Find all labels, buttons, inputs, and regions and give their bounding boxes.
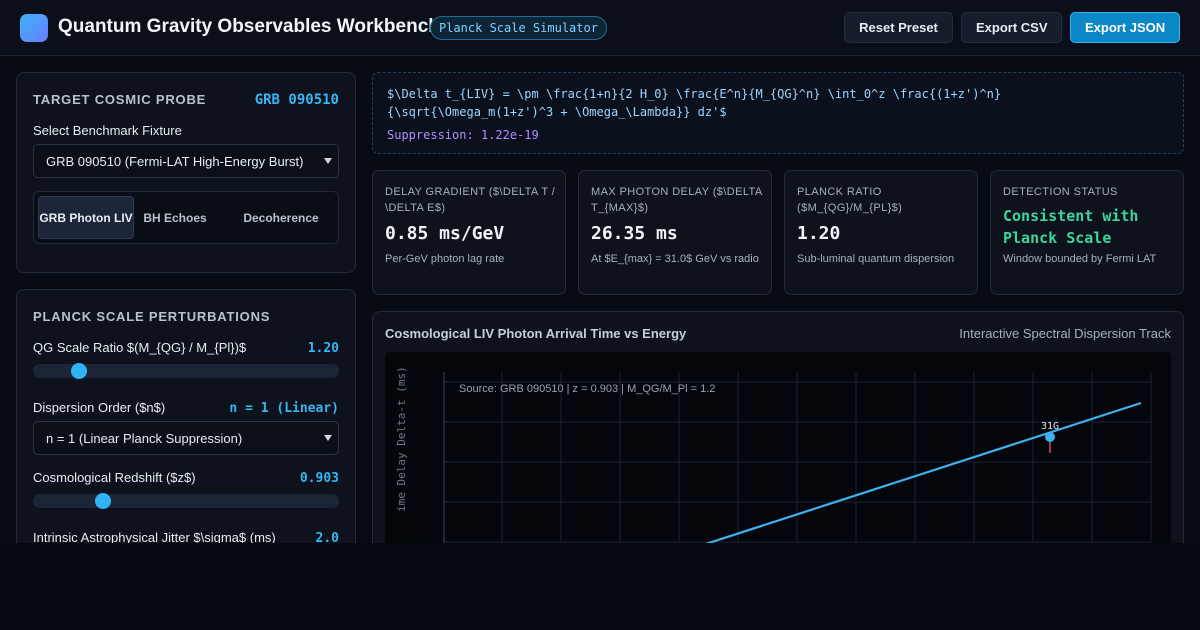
chevron-down-icon — [324, 158, 332, 164]
perturbations-title: PLANCK SCALE PERTURBATIONS — [33, 309, 271, 324]
top-bar: Quantum Gravity Observables Workbench Pl… — [0, 0, 1200, 56]
chart-panel: Cosmological LIV Photon Arrival Time vs … — [372, 311, 1184, 543]
dispersion-select[interactable]: n = 1 (Linear Planck Suppression) — [33, 421, 339, 455]
qg-ratio-slider-thumb[interactable] — [71, 363, 87, 379]
tab-bh-echoes[interactable]: BH Echoes — [143, 210, 207, 225]
jitter-value: 2.0 — [315, 531, 339, 543]
metric-value: 26.35 ms — [591, 223, 678, 244]
metric-value: 1.20 — [797, 223, 841, 244]
y-axis-label: ime Delay Delta-t (ms) — [395, 366, 408, 512]
suppression-label: Suppression: — [387, 128, 474, 142]
chart-subtitle: Interactive Spectral Dispersion Track — [959, 326, 1171, 341]
metric-label: DELAY GRADIENT ($\DELTA T / \DELTA E$) — [385, 186, 556, 214]
metric-label: MAX PHOTON DELAY ($\DELTA T_{MAX}$) — [591, 186, 762, 214]
chevron-down-icon — [324, 435, 332, 441]
fixture-select-value: GRB 090510 (Fermi-LAT High-Energy Burst) — [46, 154, 304, 169]
metric-sub: Per-GeV photon lag rate — [385, 253, 505, 265]
suppression-value: 1.22e-19 — [480, 128, 539, 142]
chart-title: Cosmological LIV Photon Arrival Time vs … — [385, 326, 687, 341]
dispersion-value: n = 1 (Linear) — [229, 401, 339, 416]
qg-ratio-label: QG Scale Ratio $(M_{QG} / M_{Pl})$ — [33, 340, 247, 355]
metric-sub: Sub-luminal quantum dispersion — [797, 253, 955, 265]
metric-sub: Window bounded by Fermi LAT — [1003, 253, 1157, 265]
export-csv-button[interactable]: Export CSV — [961, 12, 1062, 43]
tab-grb-photon-liv[interactable]: GRB Photon LIV — [38, 196, 134, 239]
reset-preset-button[interactable]: Reset Preset — [844, 12, 953, 43]
qg-ratio-value: 1.20 — [307, 341, 339, 356]
app-badge: Planck Scale Simulator — [430, 16, 607, 40]
delay-series-line — [705, 401, 1142, 543]
detection-status-value: Consistent with Planck Scale — [1003, 207, 1139, 247]
metric-value: 0.85 ms/GeV — [385, 223, 505, 244]
jitter-label: Intrinsic Astrophysical Jitter $\sigma$ … — [33, 530, 276, 543]
target-probe-panel: TARGET COSMIC PROBE GRB 090510 Select Be… — [16, 72, 356, 273]
fixture-label: Select Benchmark Fixture — [33, 123, 182, 138]
fixture-select[interactable]: GRB 090510 (Fermi-LAT High-Energy Burst) — [33, 144, 339, 178]
app-logo-icon — [20, 14, 48, 42]
chart-area[interactable]: Source: GRB 090510 | z = 0.903 | M_QG/M_… — [385, 352, 1171, 543]
tab-decoherence[interactable]: Decoherence — [243, 210, 319, 225]
redshift-label: Cosmological Redshift ($z$) — [33, 470, 196, 485]
app-viewport: Quantum Gravity Observables Workbench Pl… — [0, 0, 1200, 543]
metric-sub: At $E_{max} = 31.0$ GeV vs radio — [591, 253, 759, 265]
dispersion-chart[interactable]: Source: GRB 090510 | z = 0.903 | M_QG/M_… — [385, 352, 1171, 543]
dispersion-select-value: n = 1 (Linear Planck Suppression) — [46, 431, 243, 446]
highlight-point-label: 31G — [1041, 421, 1059, 432]
metric-label: PLANCK RATIO ($M_{QG}/M_{PL}$) — [797, 186, 903, 214]
chart-grid — [443, 372, 1152, 543]
dispersion-label: Dispersion Order ($n$) — [33, 400, 166, 415]
probe-mode-tabs: GRB Photon LIV BH Echoes Decoherence — [33, 191, 339, 244]
perturbations-panel: PLANCK SCALE PERTURBATIONS QG Scale Rati… — [16, 289, 356, 543]
redshift-value: 0.903 — [299, 471, 339, 486]
redshift-slider-thumb[interactable] — [95, 493, 111, 509]
metric-label: DETECTION STATUS — [1003, 186, 1118, 198]
export-json-button[interactable]: Export JSON — [1070, 12, 1180, 43]
metric-card-max-delay: MAX PHOTON DELAY ($\DELTA T_{MAX}$) 26.3… — [578, 170, 772, 295]
app-title: Quantum Gravity Observables Workbench — [58, 16, 440, 37]
qg-ratio-slider[interactable] — [33, 363, 339, 379]
redshift-slider[interactable] — [33, 493, 339, 509]
suppression-readout: Suppression: 1.22e-19 — [387, 128, 539, 142]
liv-formula: $\Delta t_{LIV} = \pm \frac{1+n}{2 H_0} … — [387, 87, 1002, 119]
highlight-data-point[interactable] — [1045, 432, 1055, 442]
metric-card-detection-status: DETECTION STATUS Consistent with Planck … — [990, 170, 1184, 295]
metric-card-delay-gradient: DELAY GRADIENT ($\DELTA T / \DELTA E$) 0… — [372, 170, 566, 295]
probe-panel-title: TARGET COSMIC PROBE — [33, 92, 207, 107]
metric-card-planck-ratio: PLANCK RATIO ($M_{QG}/M_{PL}$) 1.20 Sub-… — [784, 170, 978, 295]
liv-formula-box: $\Delta t_{LIV} = \pm \frac{1+n}{2 H_0} … — [372, 72, 1184, 154]
probe-id: GRB 090510 — [254, 92, 339, 108]
chart-source-label: Source: GRB 090510 | z = 0.903 | M_QG/M_… — [459, 383, 715, 395]
